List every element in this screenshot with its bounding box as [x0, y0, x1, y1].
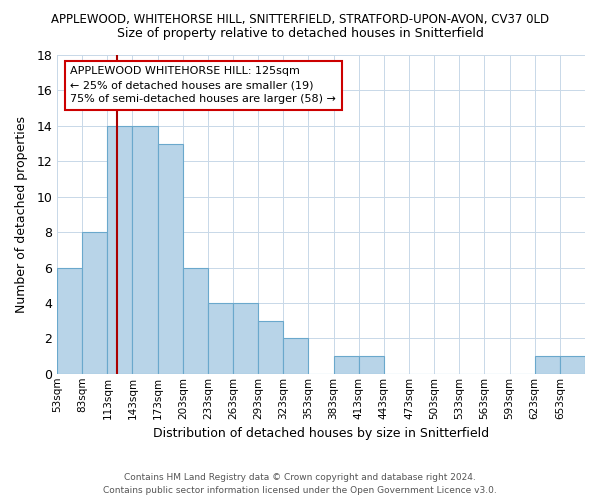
- Bar: [560, 356, 585, 374]
- Bar: [535, 356, 560, 374]
- Bar: [158, 144, 183, 374]
- Bar: [359, 356, 384, 374]
- Text: APPLEWOOD WHITEHORSE HILL: 125sqm
← 25% of detached houses are smaller (19)
75% : APPLEWOOD WHITEHORSE HILL: 125sqm ← 25% …: [70, 66, 336, 104]
- Bar: [233, 303, 258, 374]
- Text: Contains HM Land Registry data © Crown copyright and database right 2024.
Contai: Contains HM Land Registry data © Crown c…: [103, 474, 497, 495]
- Bar: [57, 268, 82, 374]
- Y-axis label: Number of detached properties: Number of detached properties: [15, 116, 28, 313]
- X-axis label: Distribution of detached houses by size in Snitterfield: Distribution of detached houses by size …: [153, 427, 489, 440]
- Bar: [283, 338, 308, 374]
- Text: Size of property relative to detached houses in Snitterfield: Size of property relative to detached ho…: [116, 28, 484, 40]
- Bar: [183, 268, 208, 374]
- Bar: [258, 320, 283, 374]
- Bar: [334, 356, 359, 374]
- Bar: [208, 303, 233, 374]
- Bar: [82, 232, 107, 374]
- Bar: [133, 126, 158, 374]
- Bar: [107, 126, 133, 374]
- Text: APPLEWOOD, WHITEHORSE HILL, SNITTERFIELD, STRATFORD-UPON-AVON, CV37 0LD: APPLEWOOD, WHITEHORSE HILL, SNITTERFIELD…: [51, 12, 549, 26]
